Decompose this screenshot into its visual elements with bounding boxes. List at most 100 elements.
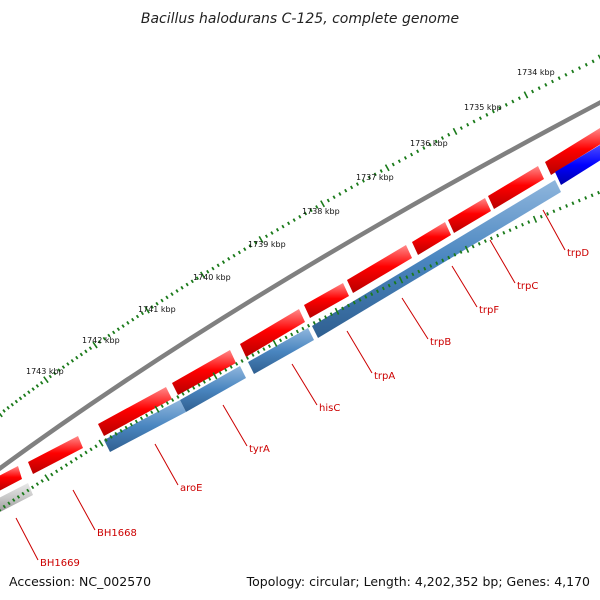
accession-text: Accession: NC_002570 xyxy=(9,574,151,589)
minor-tick xyxy=(181,392,185,396)
minor-tick xyxy=(12,498,16,502)
minor-tick xyxy=(202,380,206,384)
reverse-gene xyxy=(104,400,186,452)
leader-line xyxy=(72,489,96,531)
minor-tick xyxy=(155,301,159,306)
minor-tick xyxy=(150,305,154,309)
minor-tick xyxy=(70,358,75,363)
minor-tick xyxy=(447,255,451,260)
minor-tick xyxy=(129,422,133,427)
minor-tick xyxy=(544,82,548,87)
minor-tick xyxy=(364,295,368,299)
minor-tick xyxy=(175,289,179,293)
minor-tick xyxy=(324,315,328,319)
major-tick xyxy=(92,341,98,349)
minor-tick xyxy=(237,250,241,255)
inner-tick-ring xyxy=(0,190,600,512)
major-tick xyxy=(43,376,49,384)
minor-tick xyxy=(564,72,568,77)
minor-tick xyxy=(329,312,333,316)
minor-tick xyxy=(440,136,444,140)
minor-tick xyxy=(216,263,220,268)
minor-tick xyxy=(453,253,457,257)
kbp-label: 1742 kbp xyxy=(82,336,120,345)
minor-tick xyxy=(301,326,305,331)
minor-tick xyxy=(591,59,595,64)
minor-tick xyxy=(565,204,569,208)
minor-tick xyxy=(423,266,427,271)
minor-tick xyxy=(21,491,25,496)
minor-tick xyxy=(498,106,502,111)
minor-tick xyxy=(14,399,19,404)
minor-tick xyxy=(121,324,125,328)
outer-tick-ring xyxy=(0,54,600,418)
genome-backbone xyxy=(0,100,600,472)
minor-tick xyxy=(584,196,588,200)
minor-tick xyxy=(355,182,359,186)
minor-tick xyxy=(94,444,98,449)
minor-tick xyxy=(403,156,407,160)
gene-label: trpD xyxy=(567,248,589,259)
kbp-label: 1743 kbp xyxy=(26,367,64,376)
gene-label: trpA xyxy=(374,371,395,382)
major-tick xyxy=(532,215,538,223)
minor-tick xyxy=(521,222,524,227)
major-tick xyxy=(98,439,104,447)
forward-gene xyxy=(304,283,349,318)
minor-tick xyxy=(30,485,35,490)
minor-tick xyxy=(341,306,345,311)
minor-tick xyxy=(370,292,374,296)
minor-tick xyxy=(379,169,383,173)
forward-gene xyxy=(28,436,83,474)
major-tick xyxy=(0,412,3,418)
unknown-gene xyxy=(0,483,33,512)
leader-line xyxy=(489,239,516,284)
major-tick xyxy=(272,339,278,347)
minor-tick xyxy=(235,362,239,366)
minor-tick xyxy=(102,336,106,341)
minor-tick xyxy=(253,240,258,245)
minor-tick xyxy=(145,413,149,418)
minor-tick xyxy=(186,389,190,393)
gene-label: tyrA xyxy=(249,444,270,455)
minor-tick xyxy=(135,314,140,319)
minor-tick xyxy=(6,405,10,410)
kbp-label: 1739 kbp xyxy=(248,240,286,249)
minor-tick xyxy=(79,352,84,357)
major-tick xyxy=(154,405,160,413)
minor-tick xyxy=(410,152,414,157)
minor-tick xyxy=(55,469,59,474)
minor-tick xyxy=(514,225,518,230)
minor-tick xyxy=(309,208,313,213)
minor-tick xyxy=(39,380,44,385)
minor-tick xyxy=(197,383,201,387)
minor-tick xyxy=(112,330,116,335)
minor-tick xyxy=(279,338,283,343)
minor-tick xyxy=(489,236,493,241)
gene-label: BH1669 xyxy=(40,558,80,569)
minor-tick xyxy=(16,495,21,499)
minor-tick xyxy=(185,282,189,287)
minor-tick xyxy=(577,66,582,70)
gene-label-leaders xyxy=(15,209,566,561)
minor-tick xyxy=(224,368,228,372)
forward-gene xyxy=(98,387,172,436)
minor-tick xyxy=(472,119,476,124)
minor-tick xyxy=(417,269,421,274)
leader-line xyxy=(451,265,478,308)
minor-tick xyxy=(422,146,426,150)
minor-tick xyxy=(584,62,588,67)
minor-tick xyxy=(243,247,247,252)
minor-tick xyxy=(75,355,79,360)
minor-tick xyxy=(98,340,102,344)
minor-tick xyxy=(571,69,575,74)
minor-tick xyxy=(114,431,118,436)
minor-tick xyxy=(74,456,78,461)
leader-line xyxy=(401,297,429,340)
minor-tick xyxy=(352,300,356,305)
minor-tick xyxy=(190,279,194,284)
minor-tick xyxy=(416,149,420,154)
kbp-label: 1736 kbp xyxy=(410,139,448,148)
minor-tick xyxy=(69,460,73,464)
minor-tick xyxy=(292,218,296,222)
